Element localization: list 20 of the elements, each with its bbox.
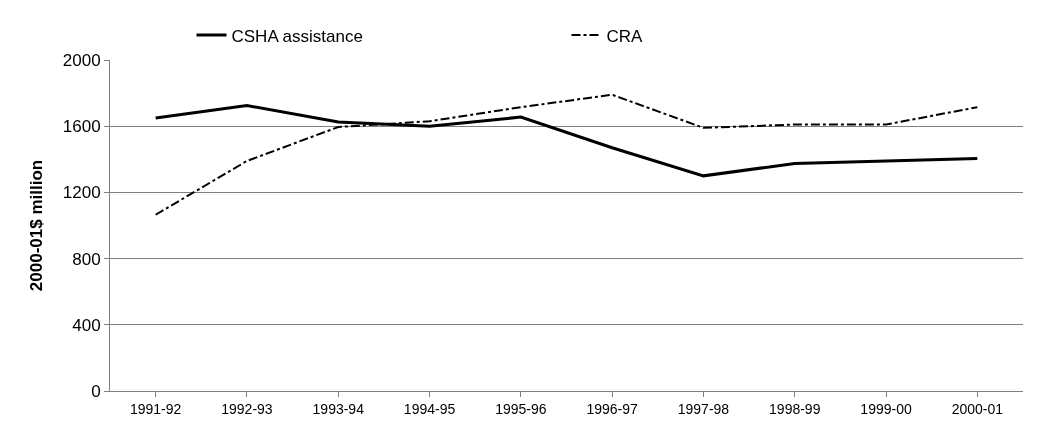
y-tick-label: 1200 [62, 183, 101, 203]
y-tick-label: 1600 [62, 117, 101, 137]
y-tick-label: 400 [72, 315, 101, 335]
x-tick-label: 1994-95 [403, 400, 456, 417]
legend-label: CSHA assistance [231, 26, 363, 46]
x-tick-label: 1996-97 [586, 400, 639, 417]
x-tick-label: 1991-92 [129, 400, 182, 417]
y-tick-label: 0 [91, 381, 101, 401]
x-tick-label: 1992-93 [221, 400, 273, 417]
y-tick-label: 2000 [62, 50, 101, 70]
legend-label: CRA [606, 26, 644, 46]
x-tick-label: 1993-94 [312, 400, 365, 417]
x-tick-label: 1998-99 [769, 400, 821, 417]
y-axis-title: 2000-01$ million [27, 159, 47, 292]
x-tick-label: 1997-98 [677, 400, 730, 417]
line-series [154, 93, 979, 216]
x-tick-label: 1995-96 [495, 400, 547, 417]
x-tick-label: 2000-01 [951, 400, 1004, 417]
y-tick-label: 800 [72, 249, 101, 269]
x-tick-label: 1999-00 [860, 400, 912, 417]
